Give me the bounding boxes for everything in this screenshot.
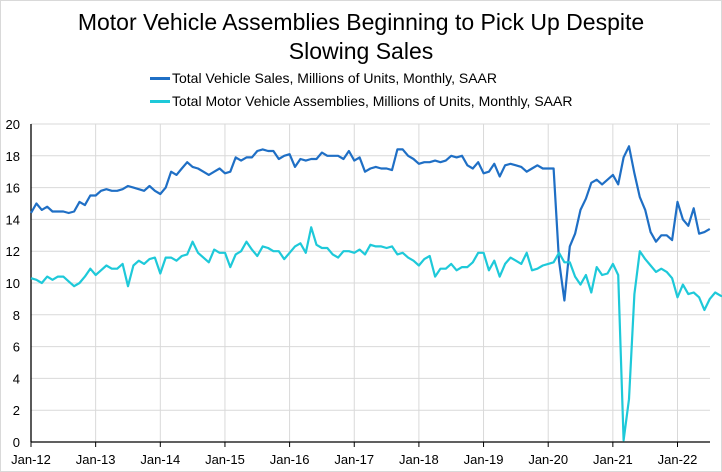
x-tick-label: Jan-13 [76,452,116,467]
x-tick-label: Jan-19 [464,452,504,467]
y-tick-label: 0 [13,435,20,450]
y-tick-label: 16 [6,181,20,196]
x-tick-label: Jan-15 [205,452,245,467]
y-tick-label: 14 [6,212,20,227]
y-tick-label: 6 [13,340,20,355]
chart-title-line-1: Motor Vehicle Assemblies Beginning to Pi… [77,9,645,35]
legend-swatch-sales [150,76,170,80]
chart-title: Motor Vehicle Assemblies Beginning to Pi… [0,8,722,66]
legend-swatch-assemblies [150,99,170,103]
x-tick-label: Jan-16 [270,452,310,467]
x-tick-label: Jan-17 [334,452,374,467]
x-tick-label: Jan-14 [140,452,180,467]
y-tick-label: 20 [6,117,20,132]
y-tick-label: 2 [13,403,20,418]
legend-label-sales: Total Vehicle Sales, Millions of Units, … [172,70,497,86]
x-tick-label: Jan-20 [528,452,568,467]
y-tick-label: 8 [13,308,20,323]
legend-label-assemblies: Total Motor Vehicle Assemblies, Millions… [172,93,573,109]
legend-item-sales: Total Vehicle Sales, Millions of Units, … [150,70,497,86]
y-tick-label: 4 [13,371,20,386]
y-tick-label: 18 [6,149,20,164]
legend-item-assemblies: Total Motor Vehicle Assemblies, Millions… [150,93,572,109]
x-tick-label: Jan-22 [658,452,698,467]
x-tick-label: Jan-18 [399,452,439,467]
series-line-vehicle-sales [30,145,711,302]
x-tick-label: Jan-21 [593,452,633,467]
series-line-vehicle-assemblies [30,226,722,442]
y-tick-label: 10 [6,276,20,291]
x-tick-label: Jan-12 [11,452,51,467]
chart-title-line-2: Slowing Sales [288,38,434,64]
y-tick-label: 12 [6,244,20,259]
